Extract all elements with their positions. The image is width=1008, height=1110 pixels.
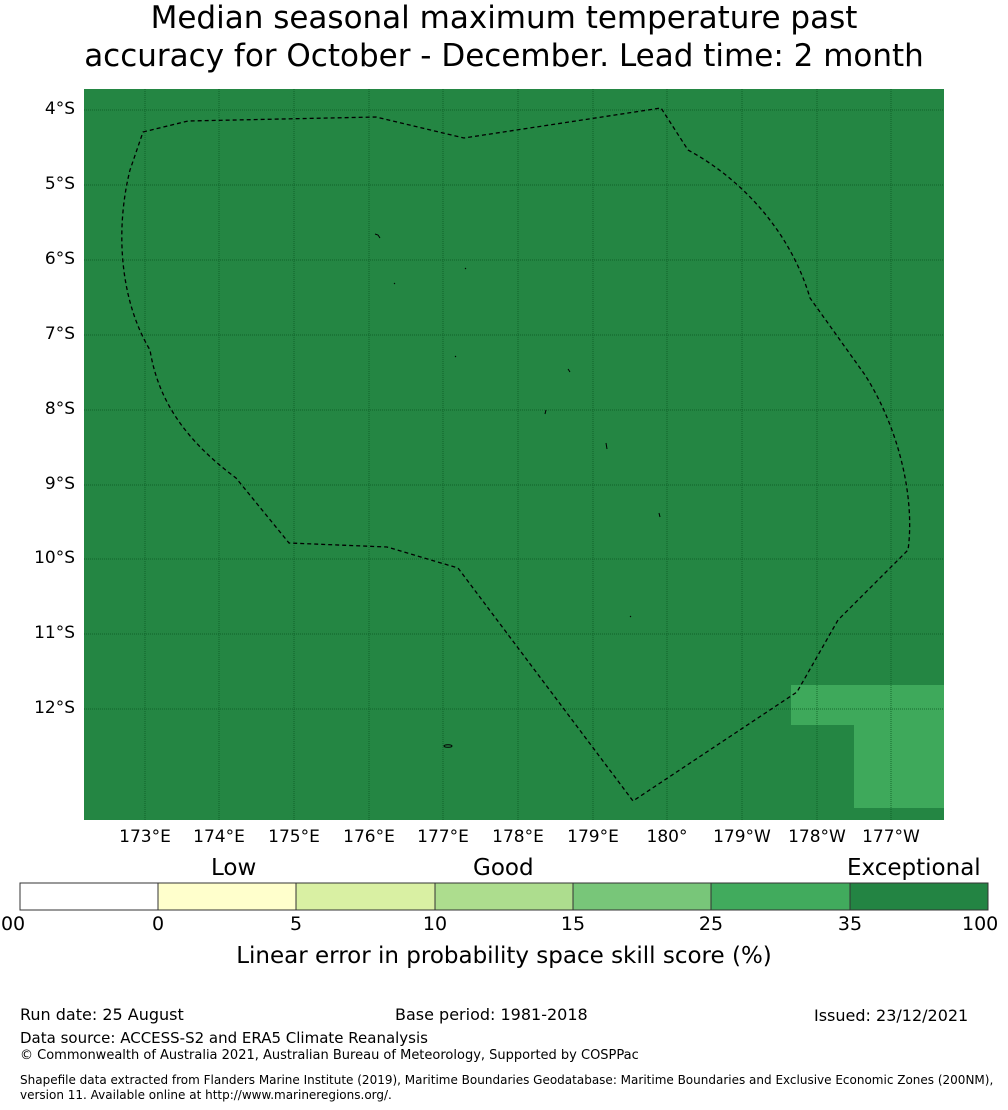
islands [374, 233, 661, 748]
lat-label-7s: 7°S [44, 324, 75, 344]
lon-label-173e: 173°E [119, 827, 171, 847]
colorbar-tick-100: 100 [962, 913, 999, 935]
colorbar-label: Linear error in probability space skill … [236, 943, 772, 969]
data-source: Data source: ACCESS-S2 and ERA5 Climate … [20, 1029, 428, 1047]
colorbar-tick-10: 10 [422, 913, 448, 935]
lat-label-5s: 5°S [44, 174, 75, 194]
lon-label-180: 180° [646, 827, 688, 847]
colorbar [19, 882, 989, 911]
run-date: Run date: 25 August [20, 1005, 184, 1024]
issued-date: Issued: 23/12/2021 [814, 1006, 969, 1025]
colorbar-seg-1 [157, 882, 297, 911]
colorbar-category-good: Good [473, 855, 534, 881]
lon-label-176e: 176°E [343, 827, 395, 847]
shapefile-credit-line1: Shapefile data extracted from Flanders M… [20, 1073, 994, 1087]
base-period: Base period: 1981-2018 [395, 1005, 588, 1024]
skill-patch [791, 685, 944, 808]
colorbar-tick-0: 0 [151, 913, 165, 935]
lat-label-12s: 12°S [34, 698, 75, 718]
lat-label-9s: 9°S [44, 474, 75, 494]
colorbar-tick-25: 25 [698, 913, 724, 935]
map-title-line1: Median seasonal maximum temperature past [150, 0, 858, 36]
shapefile-credit-line2: version 11. Available online at http://w… [20, 1088, 392, 1102]
lon-label-177e: 177°E [417, 827, 469, 847]
colorbar-seg-6 [849, 882, 989, 911]
lon-label-179e: 179°E [567, 827, 619, 847]
colorbar-tick-neg100: -100 [0, 913, 26, 935]
lat-label-8s: 8°S [44, 399, 75, 419]
colorbar-category-exceptional: Exceptional [847, 855, 981, 881]
colorbar-tick-5: 5 [289, 913, 303, 935]
lat-label-4s: 4°S [44, 99, 75, 119]
eez-boundary [121, 107, 911, 802]
lat-label-6s: 6°S [44, 249, 75, 269]
lon-label-178w: 178°W [788, 827, 846, 847]
colorbar-seg-5 [710, 882, 851, 911]
lon-label-178e: 178°E [492, 827, 544, 847]
lat-label-10s: 10°S [34, 548, 75, 568]
lon-label-177w: 177°W [862, 827, 920, 847]
colorbar-tick-35: 35 [837, 913, 863, 935]
lon-label-174e: 174°E [193, 827, 245, 847]
colorbar-tick-15: 15 [560, 913, 586, 935]
colorbar-seg-3 [434, 882, 574, 911]
colorbar-seg-0 [19, 882, 159, 911]
colorbar-seg-2 [295, 882, 436, 911]
lon-label-179w: 179°W [713, 827, 771, 847]
gridlines [84, 89, 944, 820]
copyright: © Commonwealth of Australia 2021, Austra… [20, 1048, 639, 1063]
map-title-line2: accuracy for October - December. Lead ti… [84, 38, 924, 74]
lon-label-175e: 175°E [268, 827, 320, 847]
lat-label-11s: 11°S [34, 623, 75, 643]
colorbar-category-low: Low [211, 855, 257, 881]
colorbar-seg-4 [572, 882, 712, 911]
